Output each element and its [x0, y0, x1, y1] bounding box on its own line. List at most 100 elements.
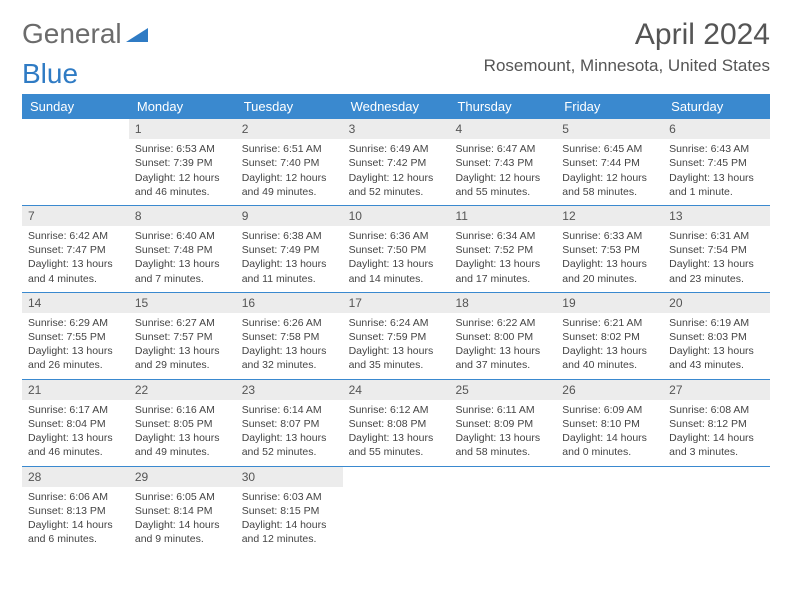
logo: General — [22, 18, 150, 50]
daylight-line: Daylight: 12 hours and 55 minutes. — [455, 171, 550, 199]
sunrise-line: Sunrise: 6:19 AM — [669, 316, 764, 330]
day-cell: 14Sunrise: 6:29 AMSunset: 7:55 PMDayligh… — [22, 293, 129, 379]
sunset-line: Sunset: 7:50 PM — [349, 243, 444, 257]
sunset-line: Sunset: 8:10 PM — [562, 417, 657, 431]
sunrise-line: Sunrise: 6:08 AM — [669, 403, 764, 417]
day-cell: 10Sunrise: 6:36 AMSunset: 7:50 PMDayligh… — [343, 206, 450, 292]
day-number: 12 — [556, 206, 663, 226]
sunrise-line: Sunrise: 6:47 AM — [455, 142, 550, 156]
sunrise-line: Sunrise: 6:33 AM — [562, 229, 657, 243]
day-cell: 17Sunrise: 6:24 AMSunset: 7:59 PMDayligh… — [343, 293, 450, 379]
day-body: Sunrise: 6:08 AMSunset: 8:12 PMDaylight:… — [663, 400, 770, 466]
daylight-line: Daylight: 13 hours and 23 minutes. — [669, 257, 764, 285]
daylight-line: Daylight: 13 hours and 20 minutes. — [562, 257, 657, 285]
calendar-week: 01Sunrise: 6:53 AMSunset: 7:39 PMDayligh… — [22, 119, 770, 205]
day-body: Sunrise: 6:24 AMSunset: 7:59 PMDaylight:… — [343, 313, 450, 379]
daylight-line: Daylight: 13 hours and 17 minutes. — [455, 257, 550, 285]
day-body: Sunrise: 6:03 AMSunset: 8:15 PMDaylight:… — [236, 487, 343, 553]
daylight-line: Daylight: 13 hours and 4 minutes. — [28, 257, 123, 285]
day-cell: 5Sunrise: 6:45 AMSunset: 7:44 PMDaylight… — [556, 119, 663, 205]
day-body: Sunrise: 6:09 AMSunset: 8:10 PMDaylight:… — [556, 400, 663, 466]
day-cell: 24 Sunrise: 6:12 AMSunset: 8:08 PMDayligh… — [343, 380, 450, 466]
day-number: 2 — [236, 119, 343, 139]
sunrise-line: Sunrise: 6:42 AM — [28, 229, 123, 243]
day-cell: 18Sunrise: 6:22 AMSunset: 8:00 PMDayligh… — [449, 293, 556, 379]
sunrise-line: Sunrise: 6:43 AM — [669, 142, 764, 156]
sunrise-line: Sunrise: 6:14 AM — [242, 403, 337, 417]
day-cell: 22Sunrise: 6:16 AMSunset: 8:05 PMDayligh… — [129, 380, 236, 466]
day-cell: 8Sunrise: 6:40 AMSunset: 7:48 PMDaylight… — [129, 206, 236, 292]
day-number: 11 — [449, 206, 556, 226]
sunrise-line: Sunrise: 6:06 AM — [28, 490, 123, 504]
daylight-line: Daylight: 14 hours and 0 minutes. — [562, 431, 657, 459]
sunset-line: Sunset: 8:13 PM — [28, 504, 123, 518]
sunset-line: Sunset: 8:02 PM — [562, 330, 657, 344]
sunset-line: Sunset: 8:15 PM — [242, 504, 337, 518]
day-body: Sunrise: 6:36 AMSunset: 7:50 PMDaylight:… — [343, 226, 450, 292]
day-number: 22 — [129, 380, 236, 400]
day-body: Sunrise: 6:51 AMSunset: 7:40 PMDaylight:… — [236, 139, 343, 205]
day-number: 14 — [22, 293, 129, 313]
daylight-line: Daylight: 13 hours and 55 minutes. — [349, 431, 444, 459]
day-cell: 0 — [663, 467, 770, 553]
day-cell: 3Sunrise: 6:49 AMSunset: 7:42 PMDaylight… — [343, 119, 450, 205]
sunset-line: Sunset: 7:55 PM — [28, 330, 123, 344]
logo-triangle-icon — [126, 25, 148, 43]
day-number: 30 — [236, 467, 343, 487]
daylight-line: Daylight: 13 hours and 49 minutes. — [135, 431, 230, 459]
daylight-line: Daylight: 13 hours and 52 minutes. — [242, 431, 337, 459]
logo-text-blue: Blue — [22, 58, 770, 90]
daylight-line: Daylight: 13 hours and 29 minutes. — [135, 344, 230, 372]
day-body: Sunrise: 6:22 AMSunset: 8:00 PMDaylight:… — [449, 313, 556, 379]
day-number: 25 — [449, 380, 556, 400]
daylight-line: Daylight: 13 hours and 11 minutes. — [242, 257, 337, 285]
day-number: 20 — [663, 293, 770, 313]
sunset-line: Sunset: 8:05 PM — [135, 417, 230, 431]
calendar-week: 7Sunrise: 6:42 AMSunset: 7:47 PMDaylight… — [22, 205, 770, 292]
day-header: Friday — [556, 94, 663, 119]
daylight-line: Daylight: 13 hours and 32 minutes. — [242, 344, 337, 372]
sunrise-line: Sunrise: 6:11 AM — [455, 403, 550, 417]
sunset-line: Sunset: 8:08 PM — [349, 417, 444, 431]
sunrise-line: Sunrise: 6:21 AM — [562, 316, 657, 330]
sunset-line: Sunset: 7:54 PM — [669, 243, 764, 257]
sunset-line: Sunset: 7:43 PM — [455, 156, 550, 170]
calendar-weeks: 01Sunrise: 6:53 AMSunset: 7:39 PMDayligh… — [22, 119, 770, 552]
sunset-line: Sunset: 8:14 PM — [135, 504, 230, 518]
sunset-line: Sunset: 7:45 PM — [669, 156, 764, 170]
day-body: Sunrise: 6:05 AMSunset: 8:14 PMDaylight:… — [129, 487, 236, 553]
sunset-line: Sunset: 7:53 PM — [562, 243, 657, 257]
day-number: 26 — [556, 380, 663, 400]
day-body: Sunrise: 6:40 AMSunset: 7:48 PMDaylight:… — [129, 226, 236, 292]
daylight-line: Daylight: 12 hours and 58 minutes. — [562, 171, 657, 199]
day-header: Wednesday — [343, 94, 450, 119]
day-cell: 0 — [449, 467, 556, 553]
daylight-line: Daylight: 12 hours and 46 minutes. — [135, 171, 230, 199]
sunset-line: Sunset: 7:57 PM — [135, 330, 230, 344]
day-body: Sunrise: 6:29 AMSunset: 7:55 PMDaylight:… — [22, 313, 129, 379]
day-body: Sunrise: 6:27 AMSunset: 7:57 PMDaylight:… — [129, 313, 236, 379]
daylight-line: Daylight: 13 hours and 14 minutes. — [349, 257, 444, 285]
daylight-line: Daylight: 13 hours and 26 minutes. — [28, 344, 123, 372]
day-body: Sunrise: 6:06 AMSunset: 8:13 PMDaylight:… — [22, 487, 129, 553]
daylight-line: Daylight: 13 hours and 35 minutes. — [349, 344, 444, 372]
day-cell: 15Sunrise: 6:27 AMSunset: 7:57 PMDayligh… — [129, 293, 236, 379]
day-number: 8 — [129, 206, 236, 226]
calendar-week: 28Sunrise: 6:06 AMSunset: 8:13 PMDayligh… — [22, 466, 770, 553]
day-number: 24 — [343, 380, 450, 400]
daylight-line: Daylight: 13 hours and 37 minutes. — [455, 344, 550, 372]
day-number: 9 — [236, 206, 343, 226]
day-cell: 16Sunrise: 6:26 AMSunset: 7:58 PMDayligh… — [236, 293, 343, 379]
daylight-line: Daylight: 13 hours and 40 minutes. — [562, 344, 657, 372]
sunrise-line: Sunrise: 6:34 AM — [455, 229, 550, 243]
sunrise-line: Sunrise: 6:27 AM — [135, 316, 230, 330]
day-headers-row: SundayMondayTuesdayWednesdayThursdayFrid… — [22, 94, 770, 119]
sunset-line: Sunset: 8:07 PM — [242, 417, 337, 431]
day-body: Sunrise: 6:19 AMSunset: 8:03 PMDaylight:… — [663, 313, 770, 379]
day-number: 16 — [236, 293, 343, 313]
day-cell: 29Sunrise: 6:05 AMSunset: 8:14 PMDayligh… — [129, 467, 236, 553]
sunset-line: Sunset: 7:48 PM — [135, 243, 230, 257]
sunrise-line: Sunrise: 6:12 AM — [349, 403, 444, 417]
day-header: Tuesday — [236, 94, 343, 119]
sunset-line: Sunset: 7:44 PM — [562, 156, 657, 170]
